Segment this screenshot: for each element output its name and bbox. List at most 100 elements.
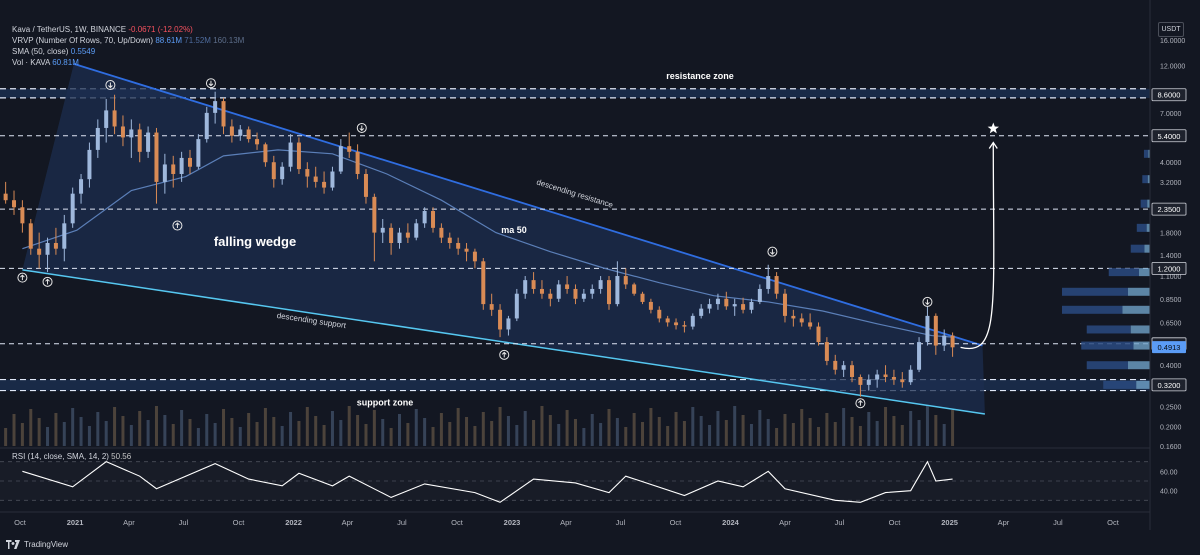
candle-body-22 [187,157,192,167]
volume-bar-43 [364,424,368,446]
vp-up-10 [1142,175,1148,184]
candle-body-76 [640,293,645,302]
volume-bar-102 [858,426,862,446]
price-level-tag-0 [1151,88,1187,102]
candle-body-30 [255,139,260,145]
y-tick-label-0: 16.0000 [1160,38,1185,45]
candle-body-78 [657,309,662,319]
time-tick-label-14: Apr [779,518,791,527]
candle-body-79 [665,318,670,323]
candle-body-75 [632,284,637,294]
candle-body-77 [648,301,653,310]
chart-legend: Kava / TetherUS, 1W, BINANCE -0.0671 (-1… [12,24,244,68]
arrow-down-circle-0 [105,80,116,91]
candle-body-27 [229,126,234,136]
candle-body-26 [221,101,226,127]
rsi-label-text: RSI (14, close, SMA, 14, 2) [12,452,109,461]
candle-body-112 [942,335,947,346]
resistance-zone-label: resistance zone [666,71,734,81]
candle-body-41 [347,146,352,152]
candle-body-38 [322,181,327,188]
candle-body-29 [246,129,251,140]
time-tick-label-2: Apr [123,518,135,527]
volume-bar-18 [154,406,158,446]
arrow-up-circle-1 [42,276,53,287]
volume-bar-87 [733,406,737,446]
volume-bar-0 [4,428,8,446]
time-tick-label-15: Jul [835,518,845,527]
candle-body-17 [146,132,151,152]
vp-up-3 [1086,325,1131,334]
arrow-down-circle-1 [205,78,216,89]
volume-bar-14 [121,416,125,446]
candle-body-65 [548,293,553,299]
vp-down-2 [1133,341,1150,350]
candle-body-2 [20,207,25,224]
volume-bar-5 [46,427,50,446]
candle-body-33 [280,166,285,180]
volume-bar-3 [29,409,33,446]
time-tick-label-11: Jul [616,518,626,527]
footer-brand: TradingView [6,540,68,549]
candle-body-23 [196,139,201,167]
volume-bar-27 [230,418,234,446]
volume-bar-105 [884,407,888,446]
arrow-up-circle-4 [855,398,866,409]
volume-bar-61 [515,425,519,446]
rsi-value: 50.56 [111,452,132,461]
price-level-label-2: 2.3500 [1158,205,1181,214]
volume-bar-59 [498,407,502,446]
candle-body-74 [623,276,628,285]
candle-body-91 [766,276,771,289]
candle-body-37 [313,176,318,182]
vp-down-3 [1130,325,1150,334]
volume-bar-89 [749,424,753,446]
candle-body-24 [204,112,209,140]
arrow-down-icon-2 [359,125,365,132]
vrvp-label: VRVP (Number Of Rows, 70, Up/Down) [12,36,154,45]
volume-bar-20 [171,424,175,446]
volume-bar-78 [657,417,661,446]
candle-body-80 [674,322,679,326]
volume-bar-77 [649,408,653,446]
candle-body-50 [422,211,427,224]
volume-bar-108 [909,411,913,446]
volume-bar-25 [213,423,217,446]
volume-bar-44 [372,410,376,446]
candle-body-7 [62,223,67,249]
volume-bar-101 [850,417,854,446]
volume-bar-62 [523,411,527,446]
legend-vol-row: Vol · KAVA 60.81M [12,57,244,68]
time-tick-label-6: Apr [342,518,354,527]
candle-body-36 [305,169,310,177]
candle-body-109 [917,342,922,370]
volume-bar-46 [389,428,393,446]
volume-bar-17 [146,420,150,446]
y-tick-label-11: 0.2500 [1160,405,1182,412]
arrow-up-icon-2 [175,222,180,229]
time-tick-label-12: Oct [670,518,683,527]
volume-bar-38 [322,425,326,446]
candle-body-48 [405,232,410,238]
currency-unit-button[interactable]: USDT [1158,22,1184,37]
vp-up-6 [1108,268,1139,277]
arrow-markers-layer [17,78,999,409]
vp-up-5 [1062,287,1128,296]
candle-body-20 [171,164,176,174]
vol-value: 60.81M [52,58,79,67]
vp-up-7 [1130,244,1145,253]
legend-sma-row: SMA (50, close) 0.5549 [12,46,244,57]
candle-body-44 [372,196,377,233]
time-tick-label-17: 2025 [941,518,958,527]
arrow-down-icon-1 [208,80,214,87]
legend-symbol-row: Kava / TetherUS, 1W, BINANCE -0.0671 (-1… [12,24,244,35]
y-tick-label-13: 0.1600 [1160,444,1182,451]
candles-layer [3,91,955,397]
volume-bar-15 [129,425,133,446]
volume-bar-40 [339,420,343,446]
zone-band-1 [0,379,1150,391]
candle-body-66 [556,284,561,299]
time-tick-label-3: Jul [179,518,189,527]
volume-bar-100 [842,408,846,446]
candle-body-47 [397,232,402,243]
